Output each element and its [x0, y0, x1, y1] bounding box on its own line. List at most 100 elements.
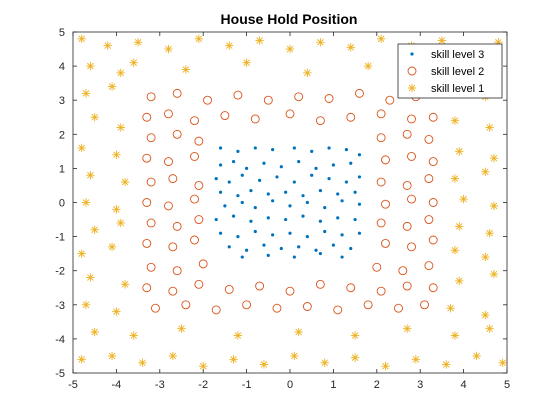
data-point-series-3 — [437, 36, 447, 45]
data-point-series-3 — [450, 116, 460, 125]
data-point-series-3 — [116, 123, 125, 132]
data-point-series-3 — [350, 331, 360, 340]
data-point-series-2 — [198, 259, 208, 269]
chart-title: House Hold Position — [221, 11, 358, 27]
data-point-series-1 — [266, 253, 270, 257]
data-point-series-3 — [194, 34, 204, 44]
data-point-series-3 — [450, 174, 460, 183]
data-point-series-1 — [301, 194, 305, 198]
data-point-series-2 — [194, 180, 204, 190]
data-point-series-3 — [446, 304, 455, 313]
data-point-series-1 — [353, 190, 357, 194]
data-point-series-1 — [218, 163, 223, 167]
data-point-series-2 — [402, 129, 412, 139]
data-point-series-3 — [90, 225, 99, 234]
data-point-series-3 — [485, 123, 494, 132]
data-point-series-1 — [292, 255, 296, 259]
data-point-series-2 — [407, 152, 416, 161]
data-point-series-3 — [199, 361, 208, 371]
y-tick-label: 0 — [59, 198, 65, 210]
data-point-series-1 — [253, 146, 257, 150]
x-tick-label: 1 — [330, 379, 336, 391]
data-point-series-1 — [240, 173, 244, 177]
data-point-series-3 — [77, 355, 86, 364]
data-point-series-3 — [138, 358, 147, 367]
data-point-series-2 — [372, 262, 382, 272]
data-point-series-1 — [253, 229, 257, 234]
x-tick-label: -2 — [198, 379, 208, 391]
data-point-series-2 — [315, 279, 325, 289]
data-point-series-3 — [489, 201, 499, 211]
y-tick-label: -3 — [55, 300, 65, 312]
data-point-series-3 — [485, 228, 494, 238]
y-tick-label: 3 — [59, 95, 65, 107]
data-point-series-2 — [146, 92, 156, 102]
data-point-series-1 — [318, 188, 322, 193]
data-point-series-2 — [142, 198, 152, 207]
data-point-series-3 — [455, 276, 464, 286]
data-point-series-1 — [323, 206, 327, 210]
data-point-series-1 — [231, 214, 236, 218]
data-point-series-2 — [194, 136, 204, 146]
data-point-series-1 — [223, 204, 227, 208]
legend-marker-1 — [410, 52, 414, 56]
data-point-series-3 — [411, 355, 421, 364]
data-point-series-3 — [129, 331, 138, 340]
data-point-series-1 — [340, 255, 344, 259]
data-point-series-3 — [442, 360, 451, 369]
data-point-series-1 — [218, 146, 223, 150]
data-point-series-3 — [259, 360, 269, 369]
x-tick-label: -4 — [112, 379, 122, 391]
data-point-series-1 — [214, 217, 218, 222]
data-point-series-3 — [225, 41, 234, 50]
data-point-series-1 — [227, 245, 231, 249]
x-tick-label: -3 — [155, 379, 165, 391]
y-tick-label: -4 — [55, 334, 65, 346]
data-point-series-2 — [428, 283, 438, 293]
data-point-series-1 — [249, 219, 253, 223]
data-point-series-2 — [424, 215, 434, 225]
data-point-series-3 — [481, 310, 490, 320]
data-point-series-3 — [103, 41, 112, 50]
data-point-series-3 — [90, 327, 99, 337]
data-point-series-1 — [314, 166, 318, 170]
data-point-series-1 — [218, 231, 223, 235]
data-point-series-2 — [385, 95, 395, 105]
data-point-series-1 — [271, 148, 275, 152]
data-point-series-2 — [172, 129, 182, 139]
data-point-series-1 — [240, 200, 244, 205]
data-point-series-3 — [181, 65, 191, 74]
data-point-series-1 — [327, 146, 331, 150]
data-point-series-2 — [224, 285, 234, 294]
data-point-series-2 — [324, 94, 334, 103]
legend-label-1: skill level 3 — [431, 49, 484, 61]
data-point-series-3 — [350, 353, 360, 362]
data-point-series-1 — [231, 159, 236, 164]
legend-marker-2 — [407, 66, 417, 76]
data-point-series-2 — [168, 174, 178, 184]
data-point-series-2 — [142, 238, 152, 248]
data-point-series-2 — [168, 286, 178, 296]
data-point-series-3 — [86, 273, 95, 282]
data-point-series-2 — [146, 177, 156, 187]
data-point-series-2 — [346, 283, 356, 293]
data-point-series-2 — [381, 155, 390, 165]
data-point-series-1 — [292, 180, 296, 184]
data-point-series-3 — [233, 331, 243, 340]
data-point-series-2 — [172, 266, 182, 276]
data-point-series-1 — [357, 153, 362, 157]
data-point-series-1 — [245, 248, 249, 252]
data-point-series-3 — [485, 324, 494, 333]
data-point-series-2 — [420, 300, 429, 310]
data-point-series-1 — [279, 165, 283, 169]
data-point-series-2 — [402, 180, 412, 190]
data-point-series-2 — [168, 242, 178, 252]
data-point-series-1 — [318, 252, 322, 256]
y-tick-label: 5 — [59, 27, 65, 39]
data-point-series-2 — [394, 303, 403, 313]
data-point-series-2 — [376, 109, 386, 119]
data-point-series-1 — [349, 246, 353, 251]
data-point-series-2 — [203, 95, 212, 105]
data-point-series-2 — [255, 281, 265, 291]
data-point-series-2 — [407, 242, 416, 252]
